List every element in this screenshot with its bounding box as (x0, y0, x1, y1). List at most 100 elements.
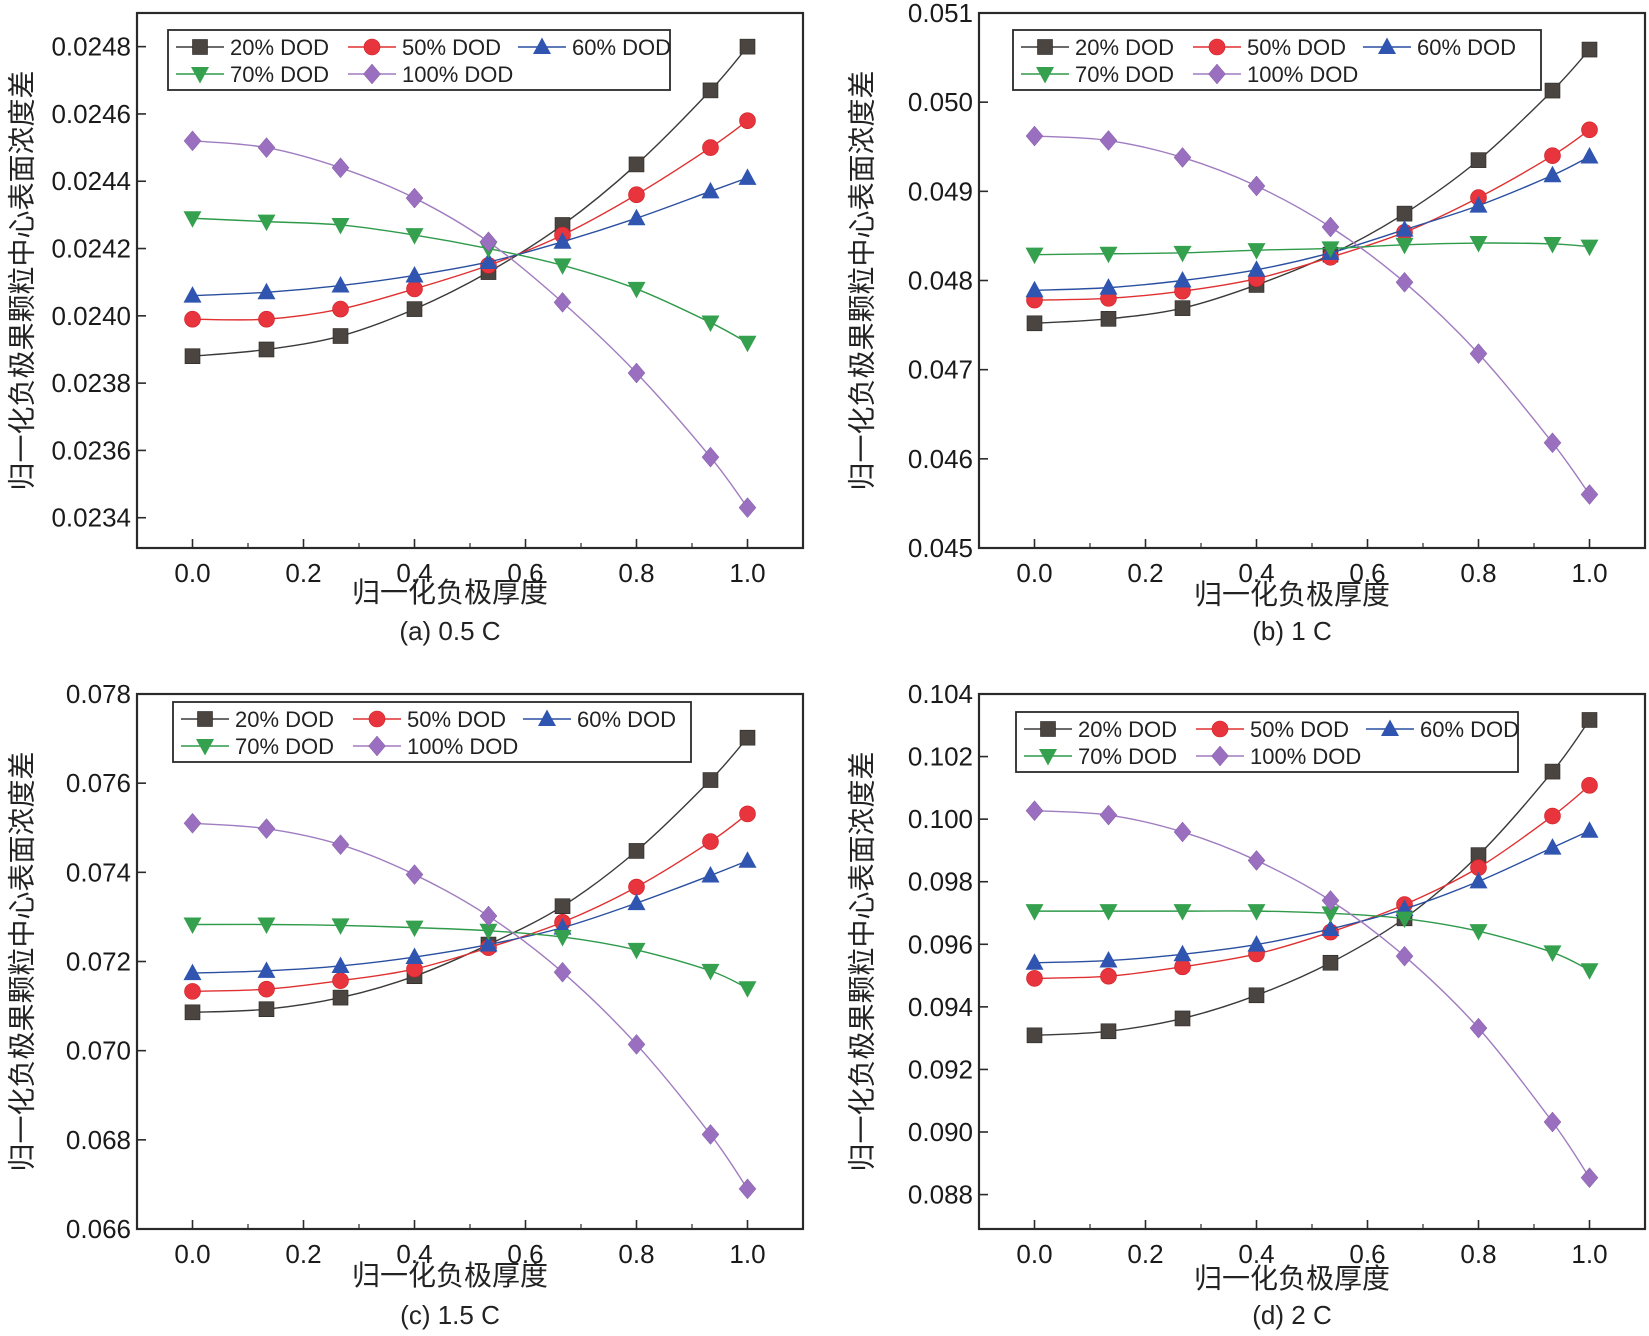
data-point (258, 310, 275, 328)
data-point (479, 905, 498, 927)
data-point (257, 214, 276, 232)
series-line (1034, 784, 1590, 980)
data-point (1099, 804, 1118, 826)
series-line (192, 923, 748, 989)
legend-label: 50% DOD (402, 35, 501, 60)
legend-marker (363, 38, 381, 56)
panel-caption: (d) 2 C (1252, 1300, 1331, 1330)
data-point (183, 211, 202, 228)
data-point (1395, 220, 1414, 237)
data-point (1173, 821, 1192, 843)
data-point (184, 983, 201, 1000)
data-point (331, 157, 350, 179)
data-point (739, 729, 756, 746)
data-point (184, 1004, 201, 1021)
data-point (628, 156, 645, 173)
data-point (1026, 970, 1043, 987)
chart-panel-1: 0.0 0.2 0.4 0.6 0.8 1.0 0.045 0.046 0.047 0.048 0.… (846, 0, 1647, 646)
data-point (739, 805, 756, 823)
data-point (627, 208, 646, 226)
x-tick-label: 1.0 (1571, 1239, 1607, 1269)
data-point (702, 139, 719, 156)
x-tick-label: 0.0 (174, 1239, 210, 1269)
data-point (479, 923, 498, 941)
x-tick-label: 0.6 (1349, 1239, 1385, 1269)
y-tick-label: 0.094 (908, 992, 973, 1022)
data-point (1025, 800, 1044, 822)
data-point (183, 286, 202, 303)
data-point (1099, 246, 1118, 264)
y-tick-label: 0.076 (66, 768, 131, 798)
y-tick-label: 0.098 (908, 867, 973, 897)
data-point (701, 446, 720, 468)
legend-label: 20% DOD (230, 35, 329, 60)
data-point (701, 963, 720, 981)
x-tick-label: 0.0 (1016, 558, 1052, 588)
data-point (628, 843, 645, 859)
legend-label: 100% DOD (402, 62, 513, 87)
data-point (1099, 130, 1118, 151)
legend-label: 50% DOD (407, 707, 506, 732)
x-tick-label: 0.2 (1127, 1239, 1163, 1269)
legend-marker (368, 735, 386, 757)
panel-caption: (c) 1.5 C (400, 1300, 500, 1330)
legend-marker (1378, 37, 1396, 54)
data-point (1247, 175, 1266, 197)
data-point (257, 917, 276, 934)
data-point (184, 348, 201, 365)
data-point (701, 315, 720, 333)
data-point (1543, 165, 1562, 183)
x-tick-label: 0.8 (618, 1239, 654, 1269)
data-point (405, 920, 424, 938)
legend-label: 100% DOD (407, 734, 518, 759)
data-point (1322, 954, 1339, 971)
data-point (1543, 432, 1562, 454)
series-100dod (183, 812, 757, 1200)
x-tick-label: 0.4 (1238, 558, 1274, 588)
series-line (192, 46, 749, 357)
legend-label: 100% DOD (1247, 62, 1358, 87)
data-point (1248, 987, 1265, 1004)
x-tick-label: 0.4 (396, 1239, 432, 1269)
legend-marker (1211, 720, 1229, 738)
y-tick-label: 0.068 (66, 1125, 131, 1155)
data-point (1580, 484, 1599, 505)
data-point (1469, 236, 1488, 253)
data-point (1544, 147, 1561, 164)
data-point (479, 231, 498, 253)
series-line (192, 737, 749, 1014)
data-point (331, 217, 350, 235)
x-axis-title: 归一化负极厚度 (352, 1259, 548, 1292)
x-tick-label: 0.0 (174, 558, 210, 588)
legend-marker (363, 63, 381, 85)
y-tick-label: 0.074 (66, 857, 131, 887)
data-point (1321, 241, 1340, 258)
x-tick-label: 0.4 (396, 558, 432, 588)
data-point (183, 130, 202, 152)
chart-panel-2: 0.0 0.2 0.4 0.6 0.8 1.0 0.066 0.068 0.070 0.072 0.… (6, 679, 805, 1330)
data-point (405, 228, 424, 245)
data-point (1469, 871, 1488, 889)
data-point (1247, 260, 1266, 277)
data-point (1470, 152, 1487, 168)
legend-label: 70% DOD (230, 62, 329, 87)
data-point (1321, 919, 1340, 936)
data-point (1025, 904, 1044, 921)
data-point (1099, 278, 1118, 295)
series-20dod (1026, 712, 1598, 1044)
y-axis-title: 归一化负极果颗粒中心表面浓度差 (846, 70, 879, 490)
data-point (257, 137, 276, 158)
data-point (258, 980, 275, 998)
data-point (1026, 1027, 1043, 1044)
data-point (331, 956, 350, 973)
data-point (628, 878, 645, 896)
data-point (1100, 967, 1117, 985)
y-tick-label: 0.104 (908, 679, 973, 709)
series-60dod (1025, 821, 1599, 970)
data-point (1544, 807, 1561, 825)
y-tick-label: 0.100 (908, 804, 973, 834)
series-line (1034, 810, 1591, 1179)
legend-box (1012, 29, 1542, 91)
data-point (1026, 315, 1043, 332)
